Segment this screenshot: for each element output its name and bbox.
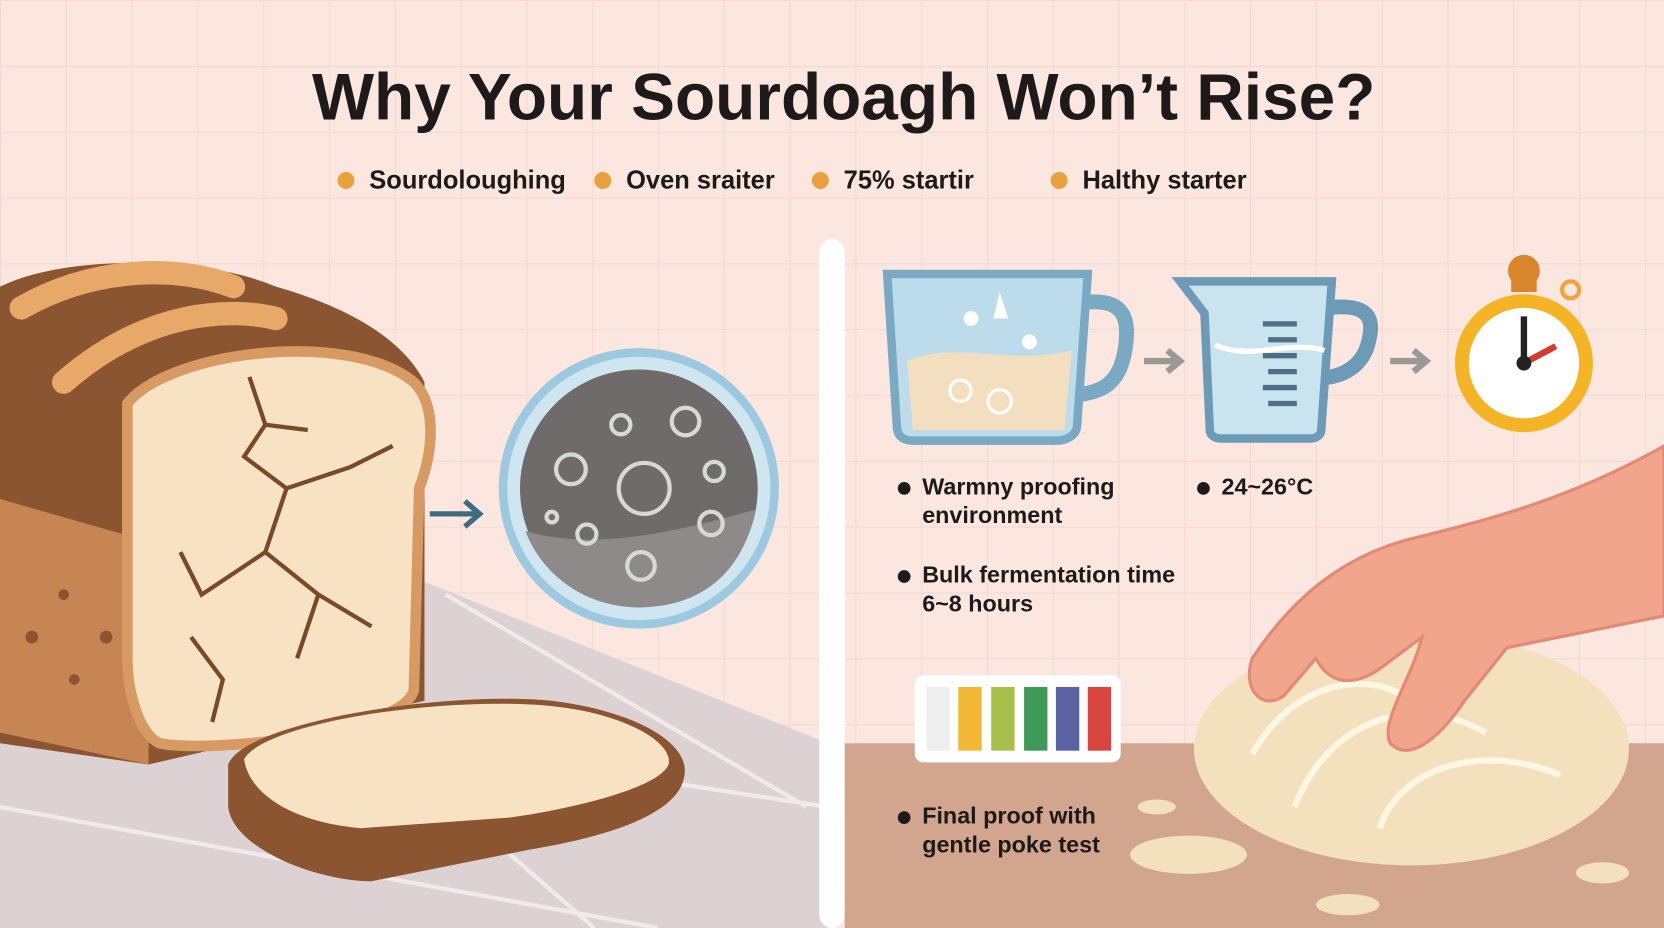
- legend-dot: [337, 172, 355, 189]
- note-bullet: [897, 570, 911, 583]
- note-bullet: [897, 811, 911, 824]
- bread-loaf: [0, 261, 436, 765]
- color-strip: [914, 675, 1121, 763]
- legend-dot: [1050, 172, 1068, 189]
- legend-label: Oven sraiter: [626, 166, 775, 194]
- note-bullet: [897, 482, 911, 495]
- legend: Sourdoloughing Oven sraiter 75% startir Hal…: [337, 166, 1247, 194]
- legend-dot: [594, 172, 612, 189]
- title: Why Your Sourdoagh Won’t Rise?: [312, 59, 1375, 133]
- arrow: [1390, 347, 1432, 375]
- arrow: [429, 499, 484, 529]
- starter-closeup: [498, 348, 779, 629]
- note-text: Final proof with: [922, 803, 1096, 829]
- legend-dot: [811, 172, 829, 189]
- note-text: 6~8 hours: [922, 590, 1033, 616]
- measuring-cup: [1171, 277, 1379, 443]
- note-text: Warmny proofing: [922, 474, 1114, 500]
- legend-label: Halthy starter: [1082, 166, 1246, 194]
- note-text: 24~26°C: [1221, 474, 1313, 500]
- stopwatch: [1454, 254, 1593, 433]
- note-text: gentle poke test: [922, 831, 1100, 857]
- legend-label: 75% startir: [844, 166, 974, 194]
- jug: [882, 269, 1135, 445]
- arrow: [1144, 347, 1186, 375]
- legend-label: Sourdoloughing: [369, 166, 566, 194]
- hand: [1247, 444, 1664, 752]
- divider: [819, 238, 845, 928]
- note-text: Bulk fermentation time: [922, 562, 1175, 588]
- note-text: environment: [922, 502, 1062, 528]
- note-bullet: [1197, 482, 1210, 495]
- bread-slice: [228, 698, 685, 882]
